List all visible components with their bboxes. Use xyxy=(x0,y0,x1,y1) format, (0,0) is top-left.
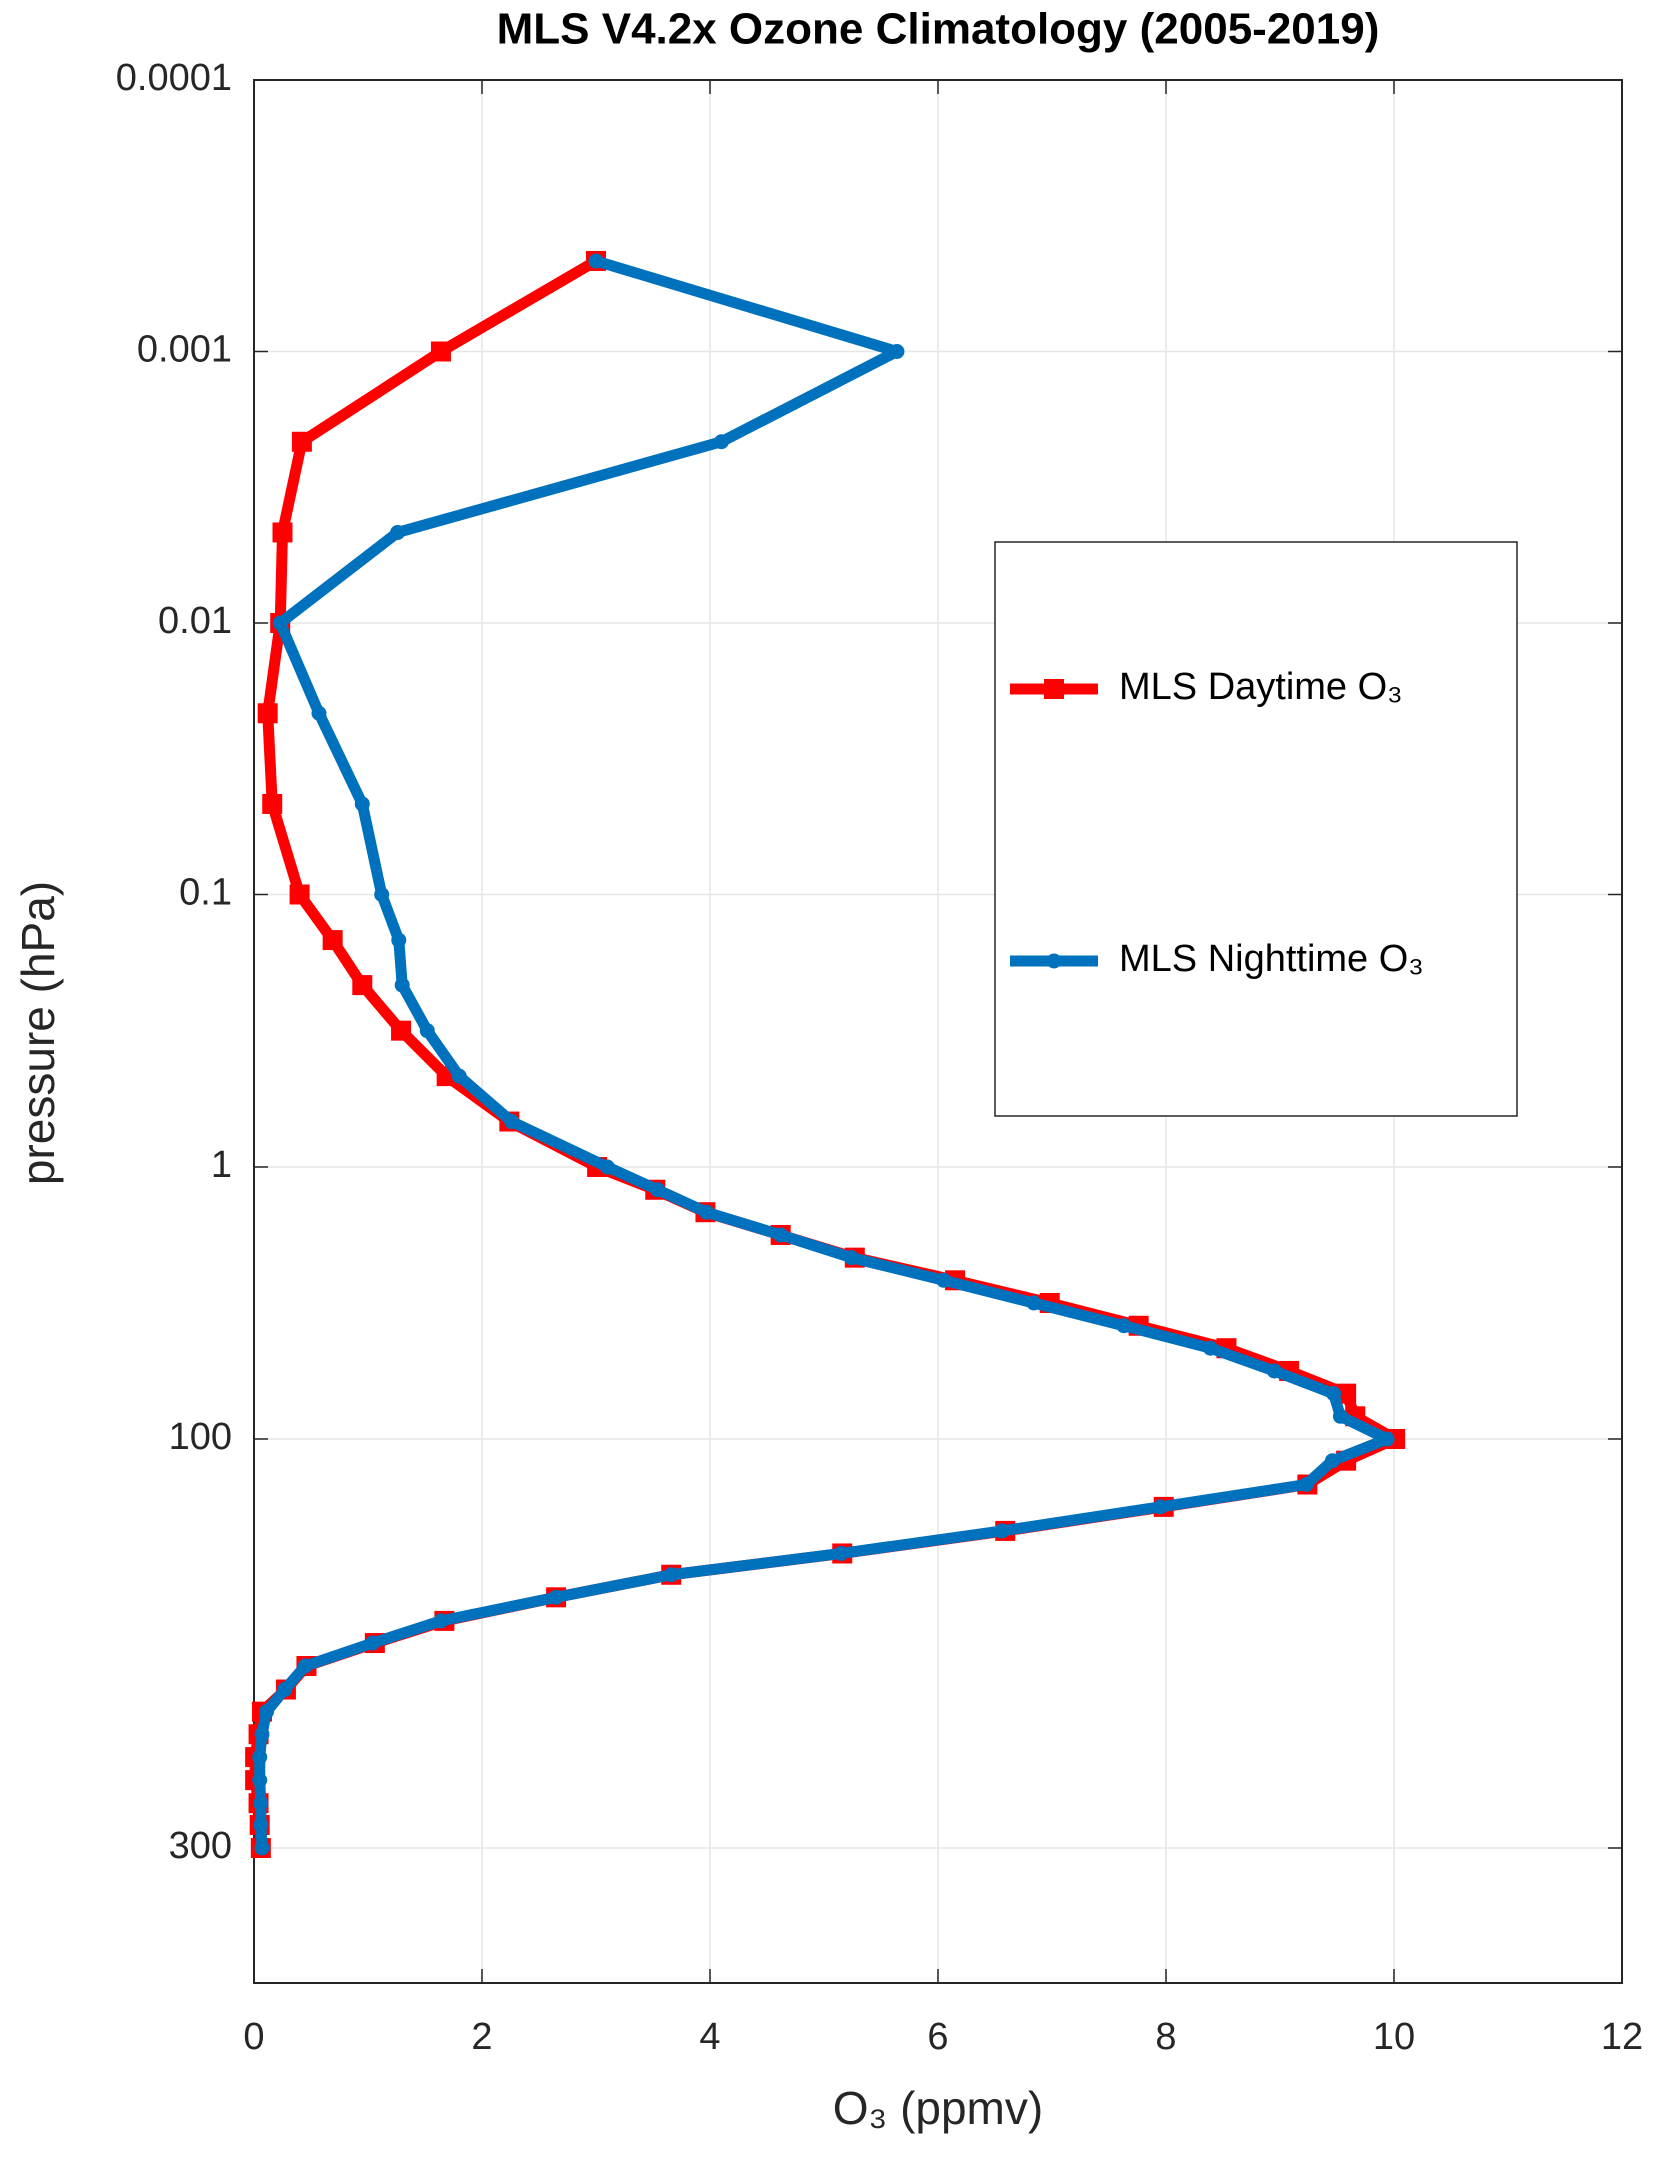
marker xyxy=(1116,1318,1132,1334)
marker xyxy=(394,977,410,993)
marker xyxy=(391,1020,412,1041)
marker xyxy=(889,344,905,359)
marker xyxy=(354,796,370,812)
x-tick-label: 6 xyxy=(927,2016,948,2058)
marker xyxy=(451,1068,467,1084)
marker xyxy=(699,1204,715,1220)
y-tick-label: 0.01 xyxy=(158,600,232,642)
marker xyxy=(254,1726,270,1742)
marker xyxy=(1266,1363,1282,1379)
marker xyxy=(713,434,729,450)
marker xyxy=(352,975,373,996)
x-tick-label: 4 xyxy=(699,2016,720,2058)
marker xyxy=(254,1840,270,1856)
marker xyxy=(1026,1295,1042,1311)
marker xyxy=(1152,1499,1168,1515)
chart-title: MLS V4.2x Ozone Climatology (2005-2019) xyxy=(497,5,1380,54)
marker xyxy=(504,1114,520,1130)
legend-label: MLS Daytime O₃ xyxy=(1119,666,1403,708)
marker xyxy=(262,793,283,814)
marker xyxy=(599,1159,615,1175)
marker xyxy=(277,1682,293,1698)
legend-box xyxy=(994,541,1518,1117)
marker xyxy=(272,615,288,631)
marker xyxy=(272,522,293,543)
x-tick-label: 0 xyxy=(243,2016,264,2058)
marker xyxy=(663,1567,679,1583)
marker xyxy=(253,1795,269,1811)
legend-marker xyxy=(1044,679,1064,699)
marker xyxy=(365,1635,381,1651)
marker xyxy=(1332,1408,1348,1424)
marker xyxy=(259,1704,275,1720)
marker xyxy=(252,1749,268,1765)
marker xyxy=(833,1545,849,1561)
marker xyxy=(1298,1477,1314,1493)
y-tick-label: 100 xyxy=(169,1416,232,1458)
marker xyxy=(1202,1340,1218,1356)
marker xyxy=(843,1250,859,1266)
marker xyxy=(936,1272,952,1288)
x-tick-label: 2 xyxy=(471,2016,492,2058)
marker xyxy=(291,431,312,452)
marker xyxy=(994,1523,1010,1539)
x-tick-label: 10 xyxy=(1373,2016,1415,2058)
marker xyxy=(253,1817,269,1833)
y-tick-label: 0.001 xyxy=(137,329,232,371)
marker xyxy=(1324,1453,1340,1469)
marker xyxy=(289,884,310,905)
y-tick-label: 1 xyxy=(211,1144,232,1186)
marker xyxy=(297,1658,313,1674)
marker xyxy=(650,1182,666,1198)
marker xyxy=(391,932,407,948)
x-tick-label: 12 xyxy=(1601,2016,1643,2058)
marker xyxy=(311,705,327,721)
marker xyxy=(374,887,390,902)
marker xyxy=(257,703,278,724)
x-axis-label: O₃ (ppmv) xyxy=(833,2082,1043,2134)
marker xyxy=(548,1589,564,1605)
marker xyxy=(588,253,604,269)
marker xyxy=(1336,1383,1357,1404)
marker xyxy=(773,1227,789,1243)
marker xyxy=(252,1772,268,1788)
y-tick-label: 0.1 xyxy=(179,872,232,914)
legend-label: MLS Nighttime O₃ xyxy=(1119,938,1424,980)
y-tick-label: 300 xyxy=(169,1825,232,1867)
marker xyxy=(390,524,406,540)
marker xyxy=(322,930,343,951)
legend-marker xyxy=(1046,953,1062,969)
marker xyxy=(419,1023,435,1039)
y-tick-label: 0.0001 xyxy=(116,57,232,99)
x-tick-label: 8 xyxy=(1155,2016,1176,2058)
marker xyxy=(1379,1431,1395,1447)
marker xyxy=(433,1613,449,1629)
plot-frame xyxy=(253,79,1623,1984)
marker xyxy=(1326,1386,1342,1402)
marker xyxy=(430,341,451,362)
y-axis-label: pressure (hPa) xyxy=(12,881,64,1185)
